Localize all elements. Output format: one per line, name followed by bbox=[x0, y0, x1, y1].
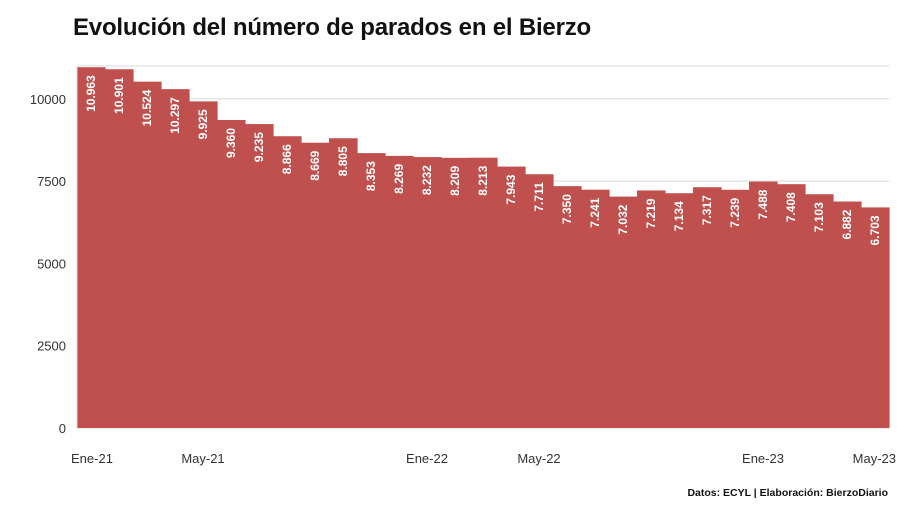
x-tick-label: May-22 bbox=[517, 451, 560, 466]
bar bbox=[525, 174, 554, 428]
bar bbox=[861, 207, 890, 428]
x-tick-label: May-23 bbox=[853, 451, 896, 466]
y-tick-label: 2500 bbox=[37, 339, 66, 354]
data-label: 10.524 bbox=[140, 89, 154, 126]
bar bbox=[833, 201, 862, 428]
bar bbox=[609, 196, 638, 428]
data-label: 7.350 bbox=[560, 194, 574, 224]
bar bbox=[301, 142, 330, 428]
x-tick-label: Ene-23 bbox=[742, 451, 784, 466]
data-label: 8.269 bbox=[392, 164, 406, 194]
data-label: 7.134 bbox=[672, 201, 686, 231]
data-label: 8.805 bbox=[336, 146, 350, 176]
x-tick-label: May-21 bbox=[181, 451, 224, 466]
data-label: 7.711 bbox=[532, 182, 546, 212]
chart-title: Evolución del número de parados en el Bi… bbox=[73, 14, 591, 41]
bar bbox=[413, 157, 442, 429]
bar bbox=[581, 189, 610, 428]
data-label: 9.360 bbox=[224, 128, 238, 158]
bar bbox=[273, 136, 302, 428]
data-label: 7.219 bbox=[644, 198, 658, 228]
data-label: 7.032 bbox=[616, 204, 630, 234]
source-note: Datos: ECYL | Elaboración: BierzoDiario bbox=[687, 487, 888, 499]
data-label: 6.882 bbox=[840, 209, 854, 239]
y-tick-label: 5000 bbox=[37, 256, 66, 271]
y-axis: 0 2500 5000 7500 10000 bbox=[30, 66, 78, 436]
bar bbox=[133, 81, 162, 428]
bar bbox=[189, 101, 218, 429]
bar bbox=[105, 69, 134, 429]
data-label: 7.103 bbox=[812, 202, 826, 232]
bar bbox=[217, 119, 246, 428]
y-tick-label: 7500 bbox=[37, 174, 66, 189]
bar bbox=[161, 89, 190, 428]
bar bbox=[637, 190, 666, 428]
y-tick-label: 10000 bbox=[30, 92, 66, 107]
data-label: 8.232 bbox=[420, 165, 434, 195]
data-label: 8.209 bbox=[448, 166, 462, 196]
data-label: 10.901 bbox=[112, 77, 126, 114]
bar bbox=[245, 124, 274, 429]
bar bbox=[805, 194, 834, 428]
data-label: 9.925 bbox=[196, 109, 210, 139]
bar bbox=[469, 157, 498, 428]
bar bbox=[385, 155, 414, 428]
x-axis: Ene-21 May-21 Ene-22 May-22 Ene-23 May-23 bbox=[71, 451, 896, 466]
bar bbox=[665, 193, 694, 428]
bar bbox=[777, 184, 806, 428]
data-label: 8.669 bbox=[308, 150, 322, 180]
data-label: 10.297 bbox=[168, 97, 182, 134]
bar bbox=[497, 166, 526, 428]
data-labels: 10.963 10.901 10.524 10.297 9.925 9.360 9.235 8… bbox=[84, 75, 882, 246]
x-tick-label: Ene-21 bbox=[71, 451, 113, 466]
data-label: 7.943 bbox=[504, 174, 518, 204]
bar bbox=[721, 189, 750, 428]
data-label: 8.353 bbox=[364, 161, 378, 191]
data-label: 9.235 bbox=[252, 132, 266, 162]
bar bbox=[693, 187, 722, 428]
data-label: 6.703 bbox=[868, 215, 882, 245]
bar bbox=[329, 138, 358, 428]
data-label: 7.488 bbox=[756, 189, 770, 219]
data-label: 7.408 bbox=[784, 192, 798, 222]
bar bbox=[357, 153, 386, 429]
data-label: 7.317 bbox=[700, 195, 714, 225]
bar bbox=[749, 181, 778, 428]
bar bbox=[553, 186, 582, 428]
bar bbox=[441, 157, 470, 428]
data-label: 7.241 bbox=[588, 197, 602, 227]
data-label: 10.963 bbox=[84, 75, 98, 112]
data-label: 8.213 bbox=[476, 165, 490, 195]
bar bbox=[77, 67, 106, 428]
bar-series bbox=[77, 67, 890, 429]
y-tick-label: 0 bbox=[59, 421, 66, 436]
data-label: 7.239 bbox=[728, 197, 742, 227]
data-label: 8.866 bbox=[280, 144, 294, 174]
x-tick-label: Ene-22 bbox=[406, 451, 448, 466]
